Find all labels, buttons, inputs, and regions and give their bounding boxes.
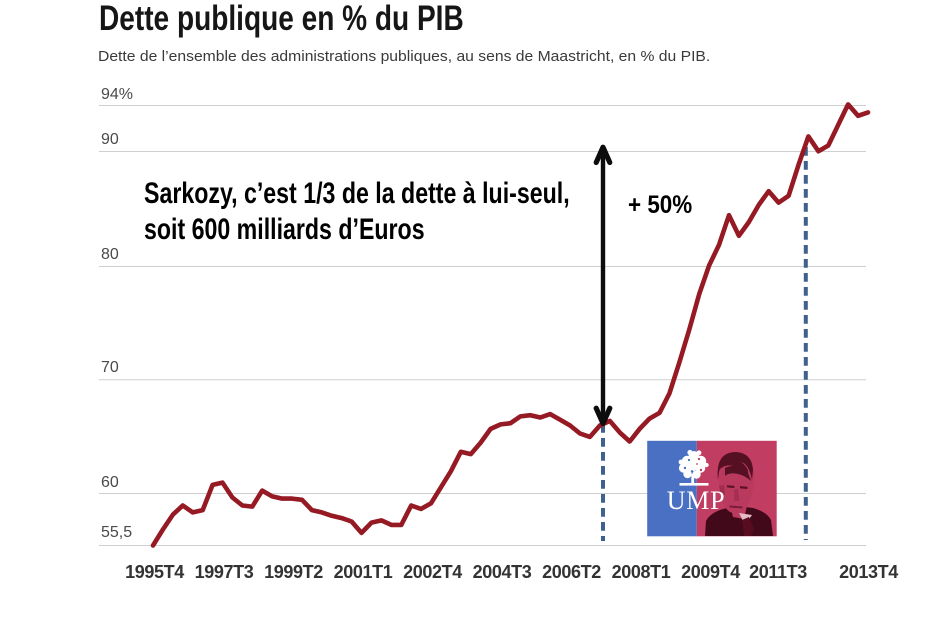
svg-text:UMP: UMP	[667, 486, 726, 515]
